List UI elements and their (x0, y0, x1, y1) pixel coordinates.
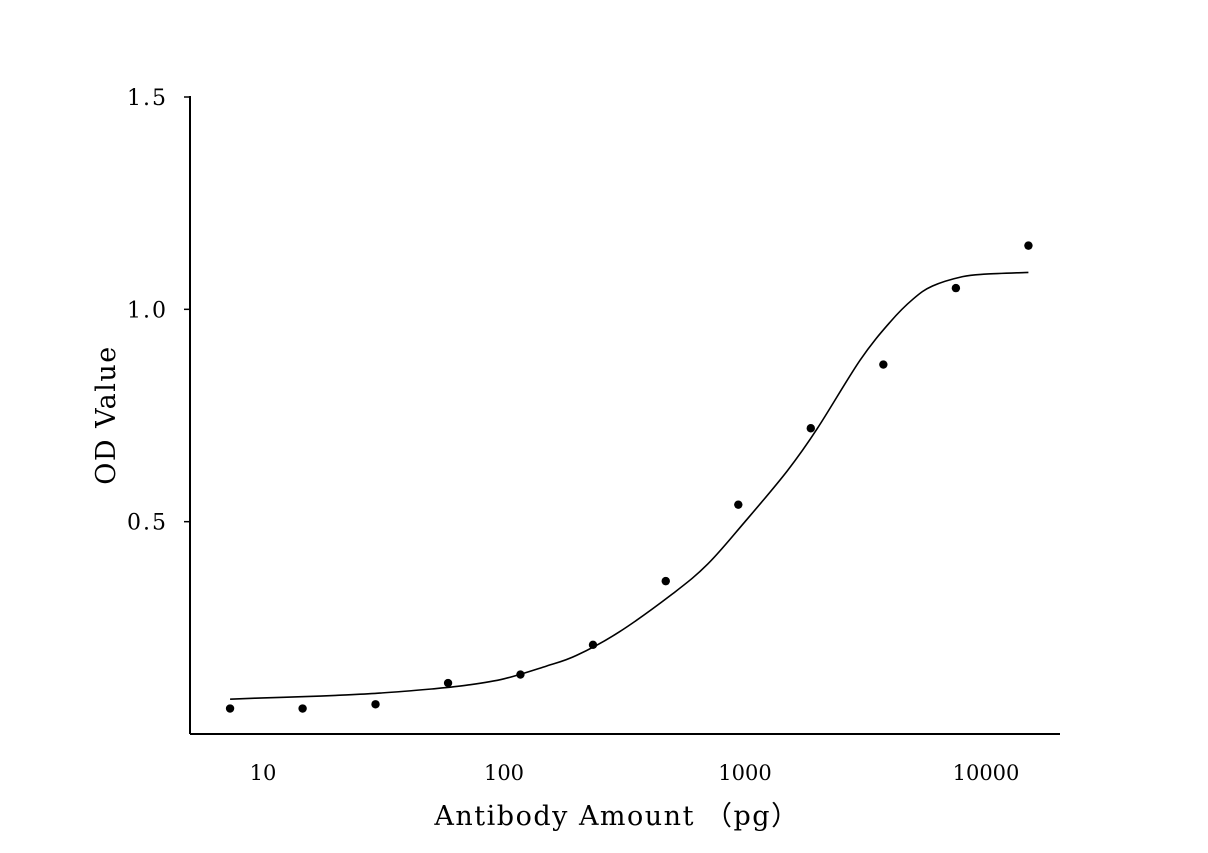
data-point (371, 700, 380, 709)
data-point (225, 704, 235, 713)
data-point (951, 283, 961, 293)
y-tick-label: 1.5 (127, 86, 168, 111)
data-point (1024, 241, 1033, 250)
axes (184, 96, 1060, 735)
y-tick-label: 0.5 (127, 511, 168, 536)
data-point (661, 576, 670, 586)
fit-curve (230, 271, 1029, 700)
tick-labels: 0.5 1.0 1.5 10 100 1000 10000 (127, 86, 1019, 785)
x-tick-label: 100 (484, 761, 524, 785)
data-point (443, 678, 453, 688)
data-point (734, 500, 743, 509)
data-point (516, 670, 525, 679)
data-point (588, 640, 598, 650)
x-axis-title: Antibody Amount （pg） (433, 801, 799, 832)
x-tick-label: 10000 (953, 761, 1020, 785)
data-point (879, 360, 888, 369)
x-tick-label: 1000 (718, 761, 771, 785)
y-axis-title: OD Value (91, 345, 122, 485)
y-tick-label: 1.0 (127, 298, 168, 323)
x-tick-label: 10 (250, 761, 277, 785)
data-point (806, 424, 815, 433)
data-point (298, 704, 307, 713)
fit-curve-layer (230, 271, 1029, 700)
data-points-layer (225, 241, 1033, 713)
